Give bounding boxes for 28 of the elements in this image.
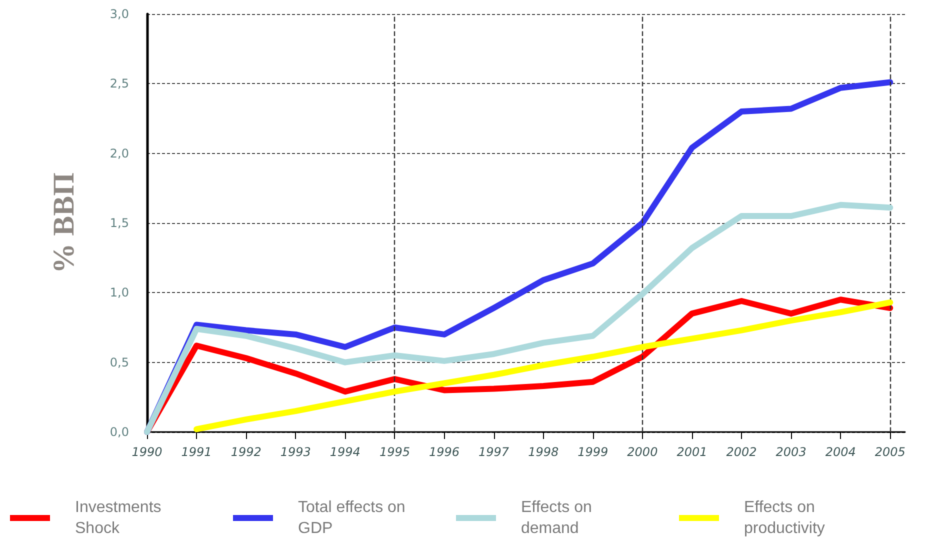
- x-tick-label: 1998: [528, 445, 559, 459]
- x-tick-label: 2000: [627, 445, 658, 459]
- y-tick-label: 2,0: [110, 146, 129, 160]
- y-tick-label: 0,5: [110, 355, 129, 370]
- x-tick-label: 1992: [230, 445, 262, 459]
- legend-label: Effects on demand: [521, 499, 596, 537]
- x-tick-label: 1997: [478, 445, 510, 459]
- x-tick-label: 1991: [181, 445, 212, 459]
- y-tick-label: 1,0: [110, 286, 129, 300]
- x-tick-label: 1995: [379, 445, 410, 459]
- x-tick-label: 1996: [428, 445, 460, 459]
- legend-label: Total effects on GDP: [298, 499, 410, 537]
- legend-label: Investments Shock: [75, 499, 166, 537]
- y-axis-title: % ВВП: [48, 172, 80, 274]
- x-tick-label: 1990: [132, 445, 163, 459]
- x-tick-label: 2002: [726, 445, 757, 459]
- y-tick-label: 3,0: [110, 7, 129, 21]
- x-tick-label: 2001: [676, 445, 708, 459]
- x-tick-label: 2005: [874, 445, 906, 459]
- legend-label: Effects on productivity: [744, 499, 825, 537]
- x-tick-label: 2003: [776, 445, 806, 459]
- x-tick-label: 1999: [578, 445, 608, 459]
- y-tick-label: 1,5: [110, 216, 129, 230]
- y-tick-label: 0,0: [110, 425, 129, 439]
- x-tick-label: 2004: [825, 445, 856, 459]
- x-tick-label: 1994: [330, 445, 360, 459]
- x-tick-label: 1993: [280, 445, 311, 459]
- y-tick-label: 2,5: [110, 76, 129, 91]
